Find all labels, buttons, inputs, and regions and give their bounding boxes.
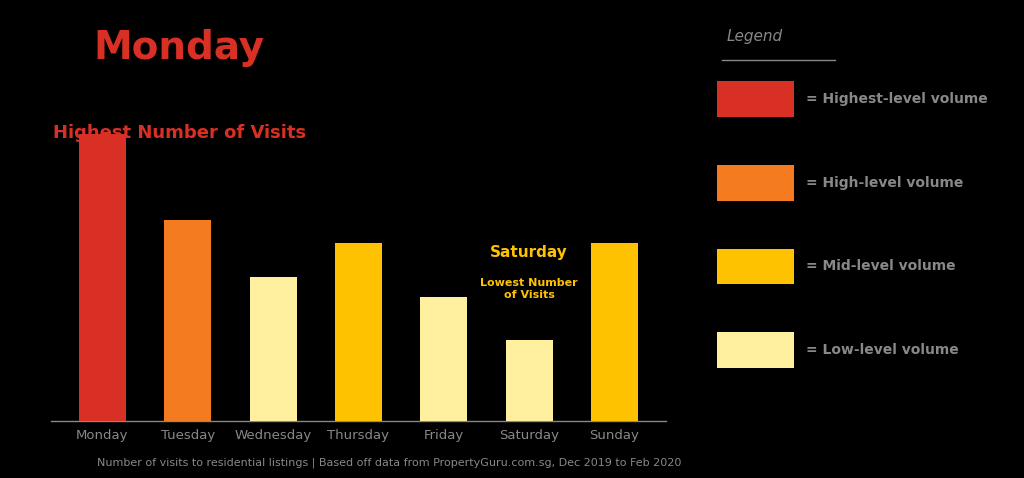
Text: = Low-level volume: = Low-level volume: [806, 343, 958, 357]
Bar: [506, 340, 553, 421]
Text: Legend: Legend: [727, 29, 783, 43]
Text: Monday: Monday: [93, 29, 265, 66]
Text: Highest Number of Visits: Highest Number of Visits: [52, 124, 306, 142]
Bar: [250, 277, 297, 421]
Bar: [79, 134, 126, 421]
Text: = High-level volume: = High-level volume: [806, 176, 964, 190]
Bar: [164, 220, 211, 421]
Text: = Highest-level volume: = Highest-level volume: [806, 92, 987, 106]
Bar: [335, 243, 382, 421]
Text: Saturday: Saturday: [490, 245, 568, 260]
Text: = Mid-level volume: = Mid-level volume: [806, 260, 955, 273]
Text: Lowest Number
of Visits: Lowest Number of Visits: [480, 278, 578, 300]
Bar: [591, 243, 638, 421]
Bar: [420, 297, 467, 421]
Text: Number of visits to residential listings | Based off data from PropertyGuru.com.: Number of visits to residential listings…: [97, 458, 681, 468]
